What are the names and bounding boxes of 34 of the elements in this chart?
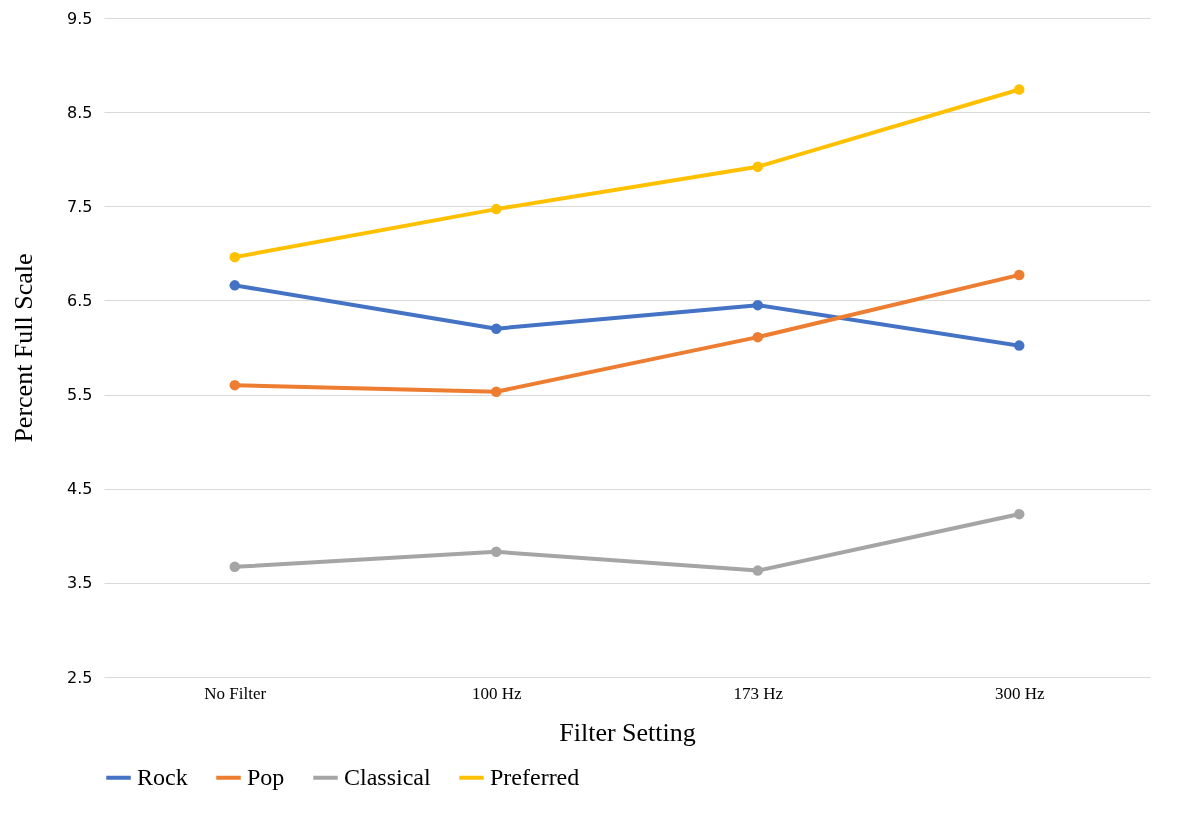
point [1014,84,1025,95]
y-tick-label: 5.5 [67,385,93,405]
x-axis-title: Filter Setting [559,717,696,747]
point [229,561,240,573]
point [752,331,763,343]
x-tick-label: No Filter [204,683,267,703]
x-tick-label: 300 Hz [994,683,1045,703]
y-tick-label: 6.5 [67,290,93,310]
legend-label: Pop [247,763,285,790]
point [229,379,240,391]
legend-label: Classical [344,763,431,790]
point [491,203,502,215]
x-tick-label: 100 Hz [471,683,522,703]
legend-label: Preferred [490,763,580,790]
point [1014,340,1025,351]
y-tick-label: 8.5 [67,102,93,122]
point [1014,269,1025,281]
legend-label: Rock [137,763,188,790]
point [752,299,763,311]
point [229,280,240,291]
y-tick-label: 3.5 [67,573,93,593]
y-tick-label: 7.5 [67,196,93,216]
x-tick-label: 173 Hz [733,683,784,703]
y-tick-label: 4.5 [67,479,93,499]
point [752,565,763,576]
point [491,323,502,334]
point [491,546,502,558]
point [229,251,240,263]
y-axis-title: Percent Full Scale [9,253,39,443]
point [1014,508,1025,520]
point [491,386,502,397]
y-tick-label: 9.5 [67,8,93,28]
point [752,161,763,172]
y-tick-label: 2.5 [67,667,93,687]
